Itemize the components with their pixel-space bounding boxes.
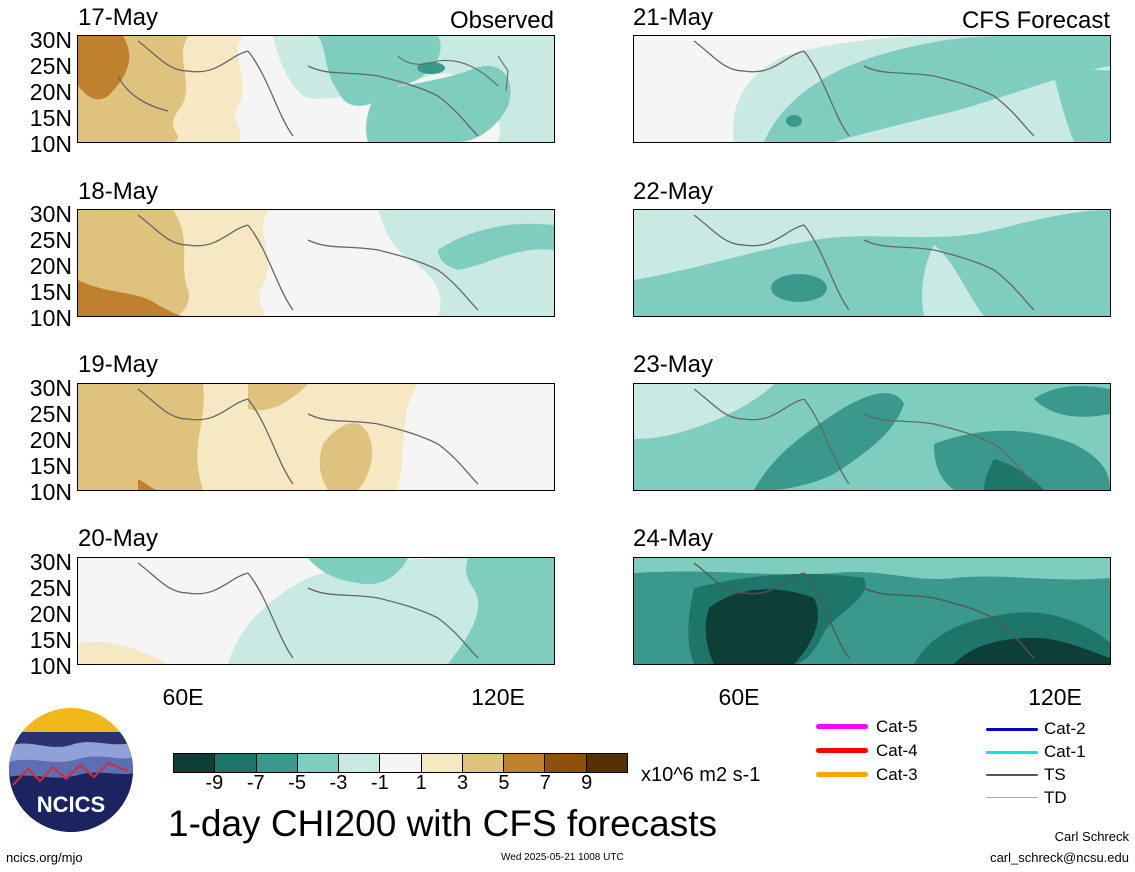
colorbar-swatch: [380, 754, 422, 772]
legend-label-ts: TS: [1044, 765, 1066, 784]
lon-label: 60E: [718, 684, 760, 710]
legend-line-ts: [986, 774, 1038, 776]
colorbar-tick-label: 7: [539, 772, 551, 794]
panel-date: 17-May: [78, 4, 159, 31]
legend-label-cat4: Cat-4: [876, 741, 918, 760]
lat-label: 30N: [29, 201, 72, 227]
map-field: [633, 209, 1111, 317]
figure-title: 1-day CHI200 with CFS forecasts: [168, 803, 718, 844]
lat-label: 15N: [29, 279, 72, 305]
lon-label: 120E: [1028, 684, 1082, 710]
lat-label: 30N: [29, 27, 72, 53]
legend-label-cat2: Cat-2: [1044, 719, 1086, 738]
colorbar-swatch: [215, 754, 257, 772]
lat-label: 15N: [29, 105, 72, 131]
lon-label: 120E: [471, 684, 525, 710]
lat-label: 10N: [29, 131, 72, 157]
colorbar-swatch: [339, 754, 381, 772]
lat-label: 25N: [29, 575, 72, 601]
legend-line-cat1: [986, 751, 1038, 754]
colorbar-swatch: [297, 754, 340, 772]
colorbar-tick-label: 3: [456, 772, 469, 794]
lat-label: 10N: [29, 653, 72, 679]
lat-label: 20N: [29, 601, 72, 627]
lat-label: 20N: [29, 427, 72, 453]
legend-line-cat5: [816, 724, 868, 729]
map-field: [77, 557, 555, 665]
colorbar-tick-label: -5: [288, 772, 306, 794]
legend-label-cat5: Cat-5: [876, 717, 918, 736]
lat-label: 25N: [29, 53, 72, 79]
lat-label: 20N: [29, 253, 72, 279]
panel-source-label: CFS Forecast: [961, 7, 1110, 34]
lat-label: 20N: [29, 79, 72, 105]
legend-line-cat3: [816, 772, 868, 777]
author-name: Carl Schreck: [1054, 829, 1129, 844]
colorbar-swatch: [421, 754, 463, 772]
legend-label-cat3: Cat-3: [876, 765, 918, 784]
map-field: [633, 35, 1111, 143]
map-field: [633, 557, 1111, 665]
ncics-logo: NCICS: [8, 707, 134, 833]
author-email[interactable]: carl_schreck@ncsu.edu: [990, 850, 1129, 865]
panel-date: 24-May: [633, 525, 714, 552]
legend-label-td: TD: [1044, 788, 1067, 807]
lat-label: 30N: [29, 375, 72, 401]
lat-label: 15N: [29, 627, 72, 653]
lat-label: 30N: [29, 549, 72, 575]
panel-date: 23-May: [633, 351, 714, 378]
map-field: [77, 35, 555, 143]
lat-label: 15N: [29, 453, 72, 479]
panel-date: 18-May: [78, 178, 159, 205]
colorbar-swatch: [504, 754, 546, 772]
panel-source-label: Observed: [449, 7, 554, 34]
lat-label: 10N: [29, 305, 72, 331]
legend-line-td: [986, 797, 1038, 798]
panel-date: 22-May: [633, 178, 714, 205]
colorbar-swatch: [174, 754, 216, 772]
legend-line-cat4: [816, 748, 868, 753]
colorbar-tick-label: -7: [246, 772, 265, 794]
panel-date: 19-May: [78, 351, 159, 378]
colorbar-tick-label: -1: [370, 772, 389, 794]
colorbar-swatch: [545, 754, 587, 772]
lon-label: 60E: [162, 684, 204, 710]
lat-label: 10N: [29, 479, 72, 505]
colorbar-tick-label: -9: [205, 772, 224, 794]
logo-text: NCICS: [37, 792, 105, 817]
colorbar-swatch: [462, 754, 505, 772]
timestamp: Wed 2025-05-21 1008 UTC: [501, 852, 624, 863]
colorbar-swatch: [256, 754, 298, 772]
panel-date: 21-May: [633, 4, 714, 31]
colorbar-swatch: [586, 754, 627, 772]
website-link[interactable]: ncics.org/mjo: [6, 850, 83, 865]
colorbar-tick-label: 9: [581, 772, 593, 794]
panel-date: 20-May: [78, 525, 159, 552]
map-field: [77, 209, 555, 317]
legend-label-cat1: Cat-1: [1044, 742, 1086, 761]
legend-line-cat2: [986, 728, 1038, 731]
colorbar-tick-label: -3: [329, 772, 348, 794]
lat-label: 25N: [29, 401, 72, 427]
colorbar-tick-label: 5: [498, 772, 510, 794]
map-field: [77, 383, 555, 491]
lat-label: 25N: [29, 227, 72, 253]
colorbar-units: x10^6 m2 s-1: [641, 764, 761, 786]
colorbar-tick-label: 1: [415, 772, 427, 794]
map-field: [633, 383, 1111, 491]
colorbar: [173, 753, 628, 773]
